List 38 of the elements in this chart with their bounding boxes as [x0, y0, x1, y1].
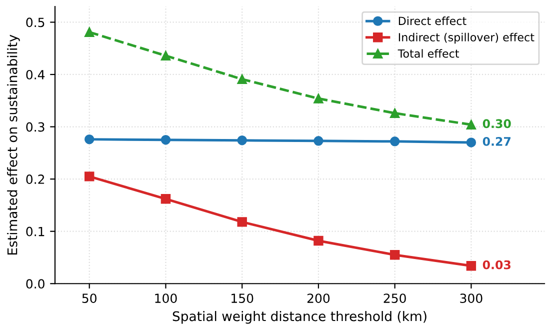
point: [237, 217, 247, 227]
point: [237, 74, 247, 84]
y-tick-label: 0.4: [26, 70, 45, 80]
point: [160, 134, 171, 145]
point: [84, 27, 94, 37]
point: [314, 236, 324, 246]
point: [466, 138, 476, 148]
x-tick-label: 150: [232, 294, 254, 304]
data-label: 0.03: [482, 260, 510, 270]
point: [314, 136, 324, 146]
y-tick-label: 0.5: [26, 18, 44, 28]
point: [84, 172, 94, 182]
legend-label: Direct effect: [398, 16, 466, 26]
point: [390, 108, 400, 118]
x-tick-label: 50: [82, 294, 96, 304]
point: [160, 194, 171, 204]
x-tick-label: 250: [384, 294, 406, 304]
data-label: 0.30: [482, 119, 511, 128]
x-tick-label: 200: [307, 294, 330, 304]
legend-label: Indirect (spillover) effect: [398, 32, 534, 44]
x-tick-label: 100: [155, 294, 177, 304]
point: [466, 260, 476, 271]
y-tick-label: 0.0: [26, 279, 44, 289]
point: [390, 250, 400, 260]
x-axis-title: Spatial weight distance threshold (km): [172, 310, 426, 324]
y-tick-label: 0.3: [26, 122, 44, 132]
y-axis-title: Estimated effect on sustainability: [7, 34, 20, 255]
y-tick-label: 0.2: [26, 174, 44, 184]
point: [466, 120, 476, 130]
point: [160, 50, 171, 61]
y-tick-label: 0.1: [26, 226, 44, 236]
point: [84, 134, 94, 144]
point: [314, 94, 324, 104]
legend-label: Total effect: [398, 49, 460, 58]
point: [237, 136, 247, 146]
x-tick-label: 300: [460, 294, 482, 304]
point: [390, 136, 400, 146]
data-label: 0.27: [482, 136, 510, 146]
